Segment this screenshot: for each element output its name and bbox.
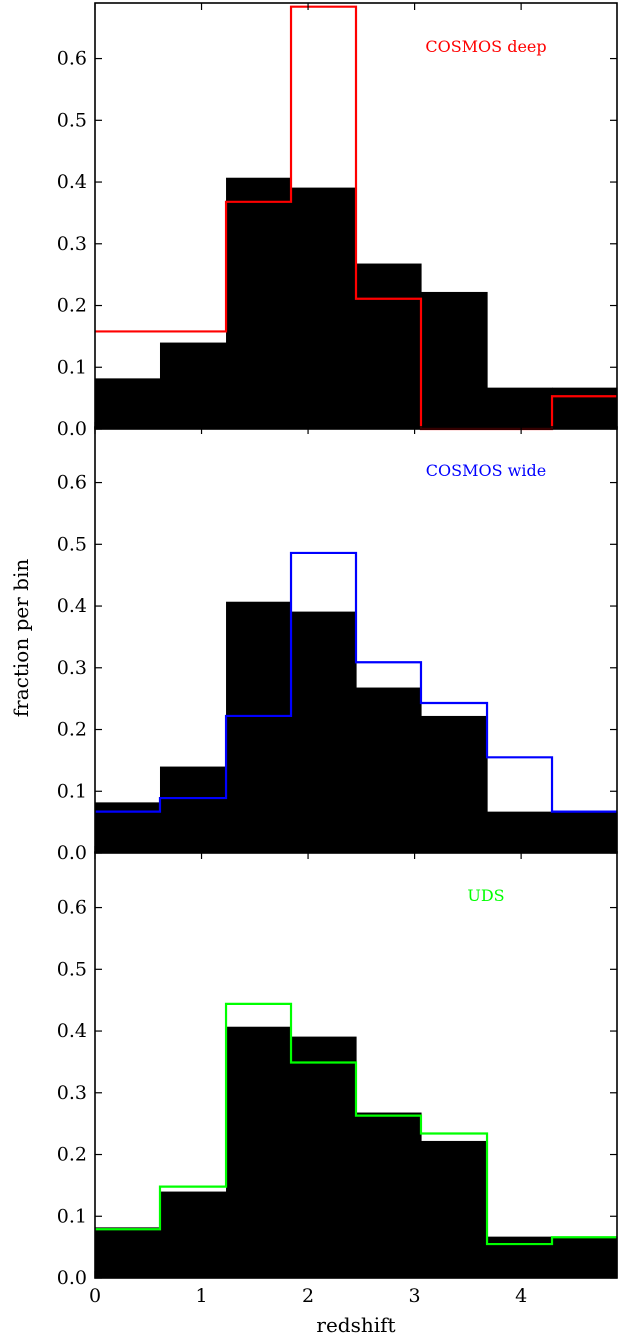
reference-bar xyxy=(356,1112,422,1278)
y-tick-label: 0.3 xyxy=(57,657,87,679)
axes-frame xyxy=(94,851,618,1279)
reference-bar xyxy=(356,687,422,853)
axes-frame xyxy=(94,2,618,430)
y-axis-label: fraction per bin xyxy=(9,559,33,718)
reference-bar xyxy=(95,802,161,853)
reference-bar xyxy=(552,387,618,429)
series-step-line xyxy=(95,1002,617,1246)
panel-1: 0.0 0.1 0.2 0.3 0.4 0.5 0.6 COSMOS deep xyxy=(57,2,618,440)
reference-bar xyxy=(95,1227,161,1278)
y-tick-label: 0.0 xyxy=(57,418,87,440)
axes-frame xyxy=(94,426,618,854)
y-tick-label: 0.5 xyxy=(57,533,87,555)
y-tick-label: 0.2 xyxy=(57,719,87,741)
reference-bar xyxy=(291,187,357,429)
reference-bar xyxy=(159,1191,227,1278)
y-tick-label: 0.3 xyxy=(57,233,87,255)
x-axis-label: redshift xyxy=(316,1313,395,1336)
series-label: UDS xyxy=(467,886,504,905)
y-tick-label: 0.2 xyxy=(57,295,87,317)
panel-2: 0.0 0.1 0.2 0.3 0.4 0.5 0.6 COSMOS wide xyxy=(57,426,618,864)
x-tick-label: 2 xyxy=(302,1285,314,1307)
reference-bar xyxy=(159,342,227,429)
y-tick-label: 0.6 xyxy=(57,472,87,494)
x-tick-label: 3 xyxy=(409,1285,421,1307)
x-tick-label: 4 xyxy=(515,1285,527,1307)
y-tick-label: 0.2 xyxy=(57,1144,87,1166)
y-tick-label: 0.5 xyxy=(57,109,87,131)
y-tick-label: 0.3 xyxy=(57,1082,87,1104)
y-tick-label: 0.4 xyxy=(57,171,87,193)
reference-bar xyxy=(291,1036,357,1278)
reference-bar xyxy=(420,291,488,429)
reference-bar xyxy=(356,263,422,429)
reference-bar xyxy=(226,601,292,853)
y-tick-label: 0.1 xyxy=(57,1205,87,1227)
y-tick-label: 0.4 xyxy=(57,1020,87,1042)
reference-bar xyxy=(226,1026,292,1278)
y-tick-label: 0.0 xyxy=(57,842,87,864)
reference-bar xyxy=(420,715,488,853)
y-tick-label: 0.0 xyxy=(57,1267,87,1289)
x-tick-label: 0 xyxy=(89,1285,101,1307)
reference-bar xyxy=(159,766,227,853)
y-tick-label: 0.5 xyxy=(57,958,87,980)
y-tick-label: 0.4 xyxy=(57,595,87,617)
reference-bar xyxy=(552,1236,618,1278)
reference-bar xyxy=(291,611,357,853)
series-label: COSMOS deep xyxy=(425,37,546,56)
reference-bar xyxy=(487,387,553,429)
reference-bar xyxy=(420,1140,488,1278)
panel-3: 0.0 0.1 0.2 0.3 0.4 0.5 0.6 0 1 2 3 4 UDS xyxy=(57,851,618,1307)
reference-bar xyxy=(552,811,618,853)
y-tick-label: 0.6 xyxy=(57,897,87,919)
y-tick-label: 0.6 xyxy=(57,48,87,70)
reference-bar xyxy=(487,811,553,853)
x-tick-label: 1 xyxy=(195,1285,207,1307)
reference-bar xyxy=(226,177,292,429)
reference-bar xyxy=(95,378,161,429)
y-tick-label: 0.1 xyxy=(57,780,87,802)
series-step-line xyxy=(95,551,617,813)
series-label: COSMOS wide xyxy=(426,461,546,480)
y-tick-label: 0.1 xyxy=(57,356,87,378)
reference-bar xyxy=(487,1236,553,1278)
